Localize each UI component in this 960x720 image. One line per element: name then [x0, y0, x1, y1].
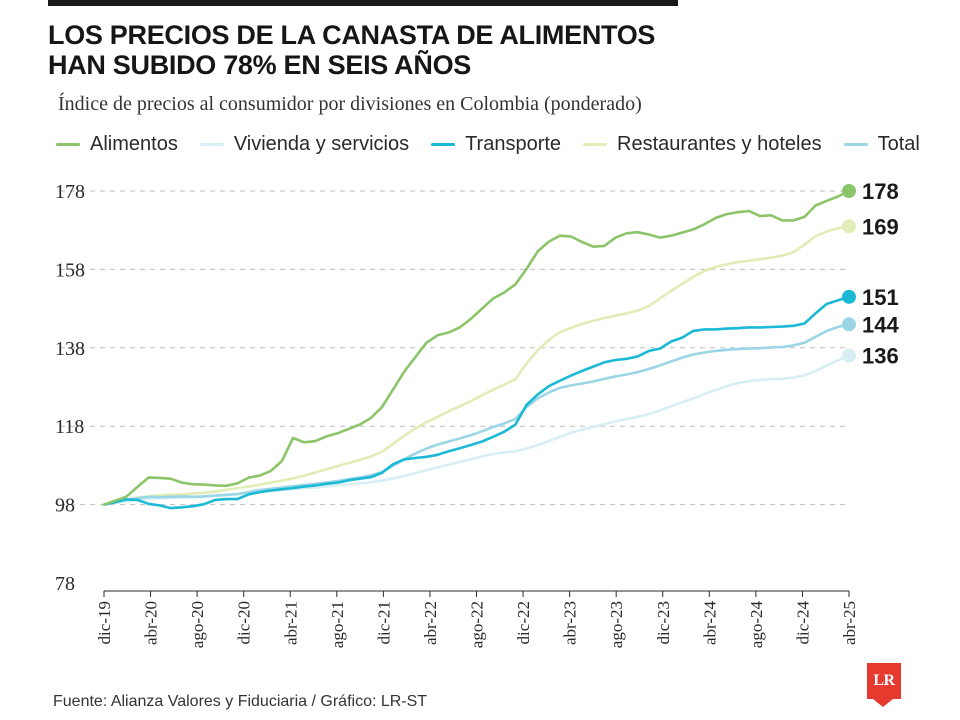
- end-label-total: 144: [862, 312, 899, 337]
- x-tick-label: ago-23: [607, 601, 626, 648]
- x-tick-label: ago-24: [747, 601, 766, 649]
- x-tick-label: dic-24: [793, 601, 812, 645]
- legend-label-vivienda: Vivienda y servicios: [233, 133, 410, 155]
- end-label-alimentos: 178: [862, 179, 899, 204]
- series-line-alimentos: [102, 189, 851, 506]
- x-tick-label: abr-21: [281, 601, 300, 645]
- x-tick-label: dic-19: [95, 601, 114, 644]
- end-label-restaurantes: 169: [862, 214, 899, 239]
- line-chart: 78 98 118 138 158 178 dic-19 abr-20 ago-20 dic-20…: [55, 179, 899, 649]
- chart-title-line1: LOS PRECIOS DE LA CANASTA DE ALIMENTOS: [48, 20, 656, 50]
- top-rule: [48, 0, 678, 6]
- legend-label-total: Total: [877, 133, 920, 155]
- series-line-restaurantes: [102, 225, 851, 506]
- legend-label-alimentos: Alimentos: [90, 133, 178, 155]
- y-tick-label: 138: [55, 338, 85, 360]
- end-marker-restaurantes: [842, 219, 856, 234]
- x-tick-label: ago-22: [468, 601, 487, 648]
- x-tick-label: ago-20: [188, 601, 207, 648]
- x-tick-label: abr-24: [700, 601, 719, 646]
- end-marker-alimentos: [842, 184, 856, 198]
- y-tick-label: 118: [55, 416, 84, 438]
- source-note: Fuente: Alianza Valores y Fiduciaria / G…: [53, 693, 428, 710]
- legend-item-alimentos: Alimentos: [56, 133, 178, 156]
- legend-swatch-total: [843, 143, 868, 146]
- x-tick-label: abr-25: [840, 601, 859, 645]
- chart-subtitle: Índice de precios al consumidor por divi…: [58, 93, 642, 115]
- legend-item-transporte: Transporte: [431, 133, 561, 156]
- x-tick-label: abr-22: [421, 601, 440, 645]
- legend-swatch-restaurantes: [583, 143, 608, 146]
- x-tick-label: dic-20: [235, 601, 254, 644]
- x-tick-label: ago-21: [328, 601, 347, 648]
- end-label-transporte: 151: [862, 285, 899, 310]
- y-tick-label: 178: [55, 181, 85, 203]
- legend-item-total: Total: [843, 133, 920, 156]
- end-marker-transporte: [842, 289, 856, 304]
- lr-logo: LR: [867, 663, 901, 699]
- legend-swatch-transporte: [431, 143, 456, 146]
- legend-swatch-vivienda: [199, 143, 224, 146]
- x-tick-label: abr-23: [561, 601, 580, 645]
- y-tick-label: 98: [55, 495, 75, 517]
- y-tick-label: 78: [55, 573, 75, 595]
- series-line-transporte: [102, 295, 851, 510]
- x-tick-label: dic-22: [514, 601, 533, 644]
- end-marker-total: [842, 317, 856, 332]
- y-tick-label: 158: [55, 259, 85, 281]
- series-line-total: [102, 323, 851, 506]
- x-tick-label: dic-21: [374, 601, 393, 644]
- legend-label-transporte: Transporte: [465, 133, 562, 155]
- end-marker-vivienda: [842, 348, 856, 363]
- legend-item-restaurantes: Restaurantes y hoteles: [583, 133, 822, 156]
- x-tick-label: dic-23: [654, 601, 673, 644]
- end-label-vivienda: 136: [862, 344, 899, 369]
- legend-item-vivienda: Vivienda y servicios: [199, 133, 410, 156]
- legend-label-restaurantes: Restaurantes y hoteles: [617, 133, 822, 155]
- chart-legend: Alimentos Vivienda y servicios Transport…: [56, 133, 942, 156]
- chart-title: LOS PRECIOS DE LA CANASTA DE ALIMENTOS H…: [48, 20, 748, 80]
- chart-title-line2: HAN SUBIDO 78% EN SEIS AÑOS: [48, 50, 471, 80]
- x-tick-label: abr-20: [142, 601, 161, 645]
- series-line-vivienda: [102, 354, 851, 506]
- legend-swatch-alimentos: [56, 143, 80, 146]
